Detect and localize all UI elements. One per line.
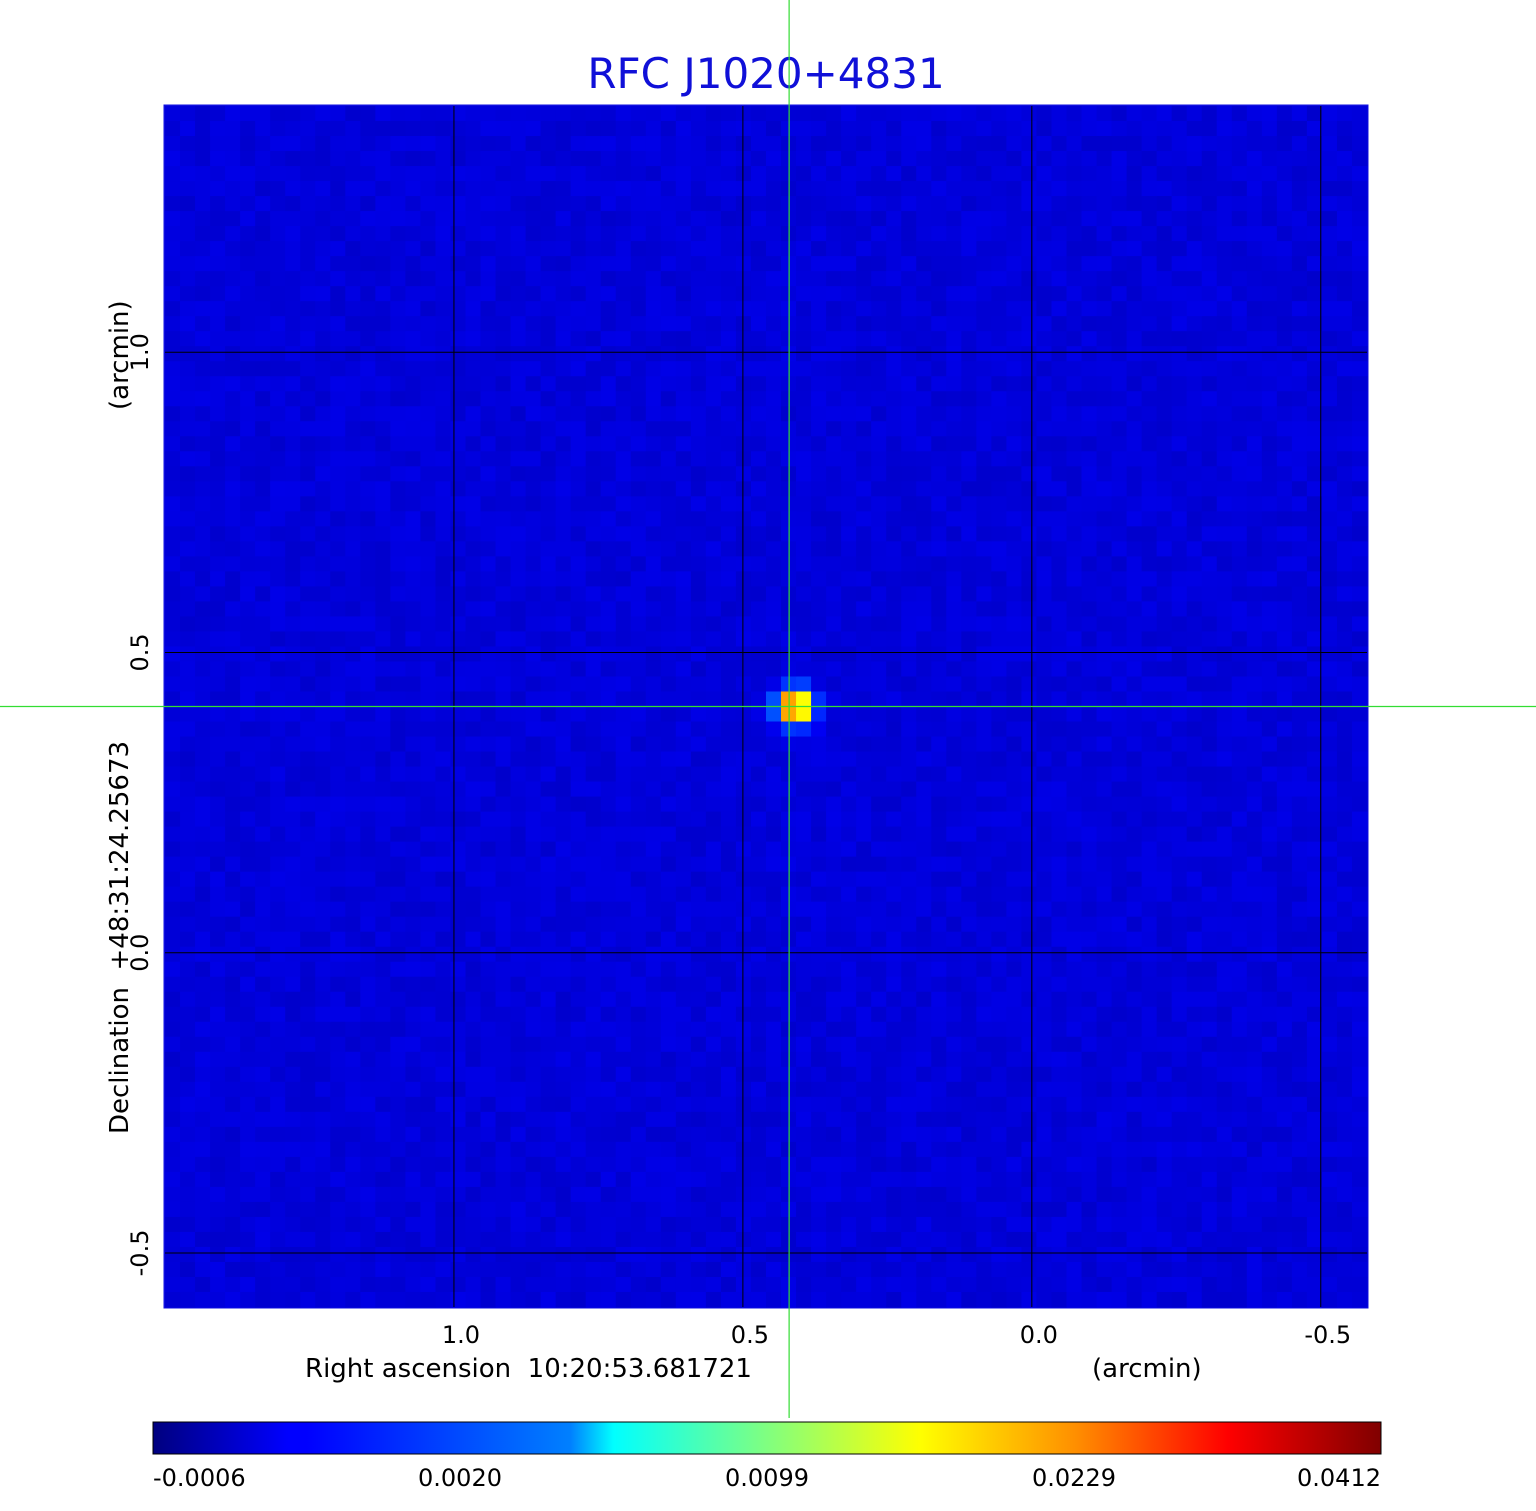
y-tick-label: 0.5 [126,633,154,671]
x-tick-label: -0.5 [1304,1321,1351,1349]
pixel-layer [165,106,1368,1308]
x-axis-unit: (arcmin) [1092,1354,1202,1384]
x-tick-labels: 1.0 0.5 0.0 -0.5 [442,1321,1351,1349]
x-tick-label: 1.0 [442,1321,480,1349]
x-tick-label: 0.0 [1020,1321,1058,1349]
colorbar-tick-label: 0.0099 [725,1464,809,1492]
y-tick-label: 1.0 [126,333,154,371]
x-axis-label: Right ascension 10:20:53.681721 [305,1354,752,1384]
y-tick-label: -0.5 [126,1230,154,1277]
crosshair-layer [0,0,1536,1418]
colorbar-tick-label: 0.0229 [1032,1464,1116,1492]
colorbar-tick-label: 0.0412 [1297,1464,1381,1492]
y-tick-label: 0.0 [126,934,154,972]
chart-title: RFC J1020+4831 [587,49,944,98]
y-tick-labels: 1.0 0.5 0.0 -0.5 [126,333,154,1276]
y-axis-label: Declination +48:31:24.25673 [105,741,135,1134]
colorbar [152,1421,1382,1455]
x-tick-label: 0.5 [731,1321,769,1349]
y-axis-unit: (arcmin) [105,300,135,410]
colorbar-tick-label: -0.0006 [153,1464,246,1492]
colorbar-tick-label: 0.0020 [418,1464,502,1492]
colorbar-tick-labels: -0.0006 0.0020 0.0099 0.0229 0.0412 [153,1464,1381,1492]
